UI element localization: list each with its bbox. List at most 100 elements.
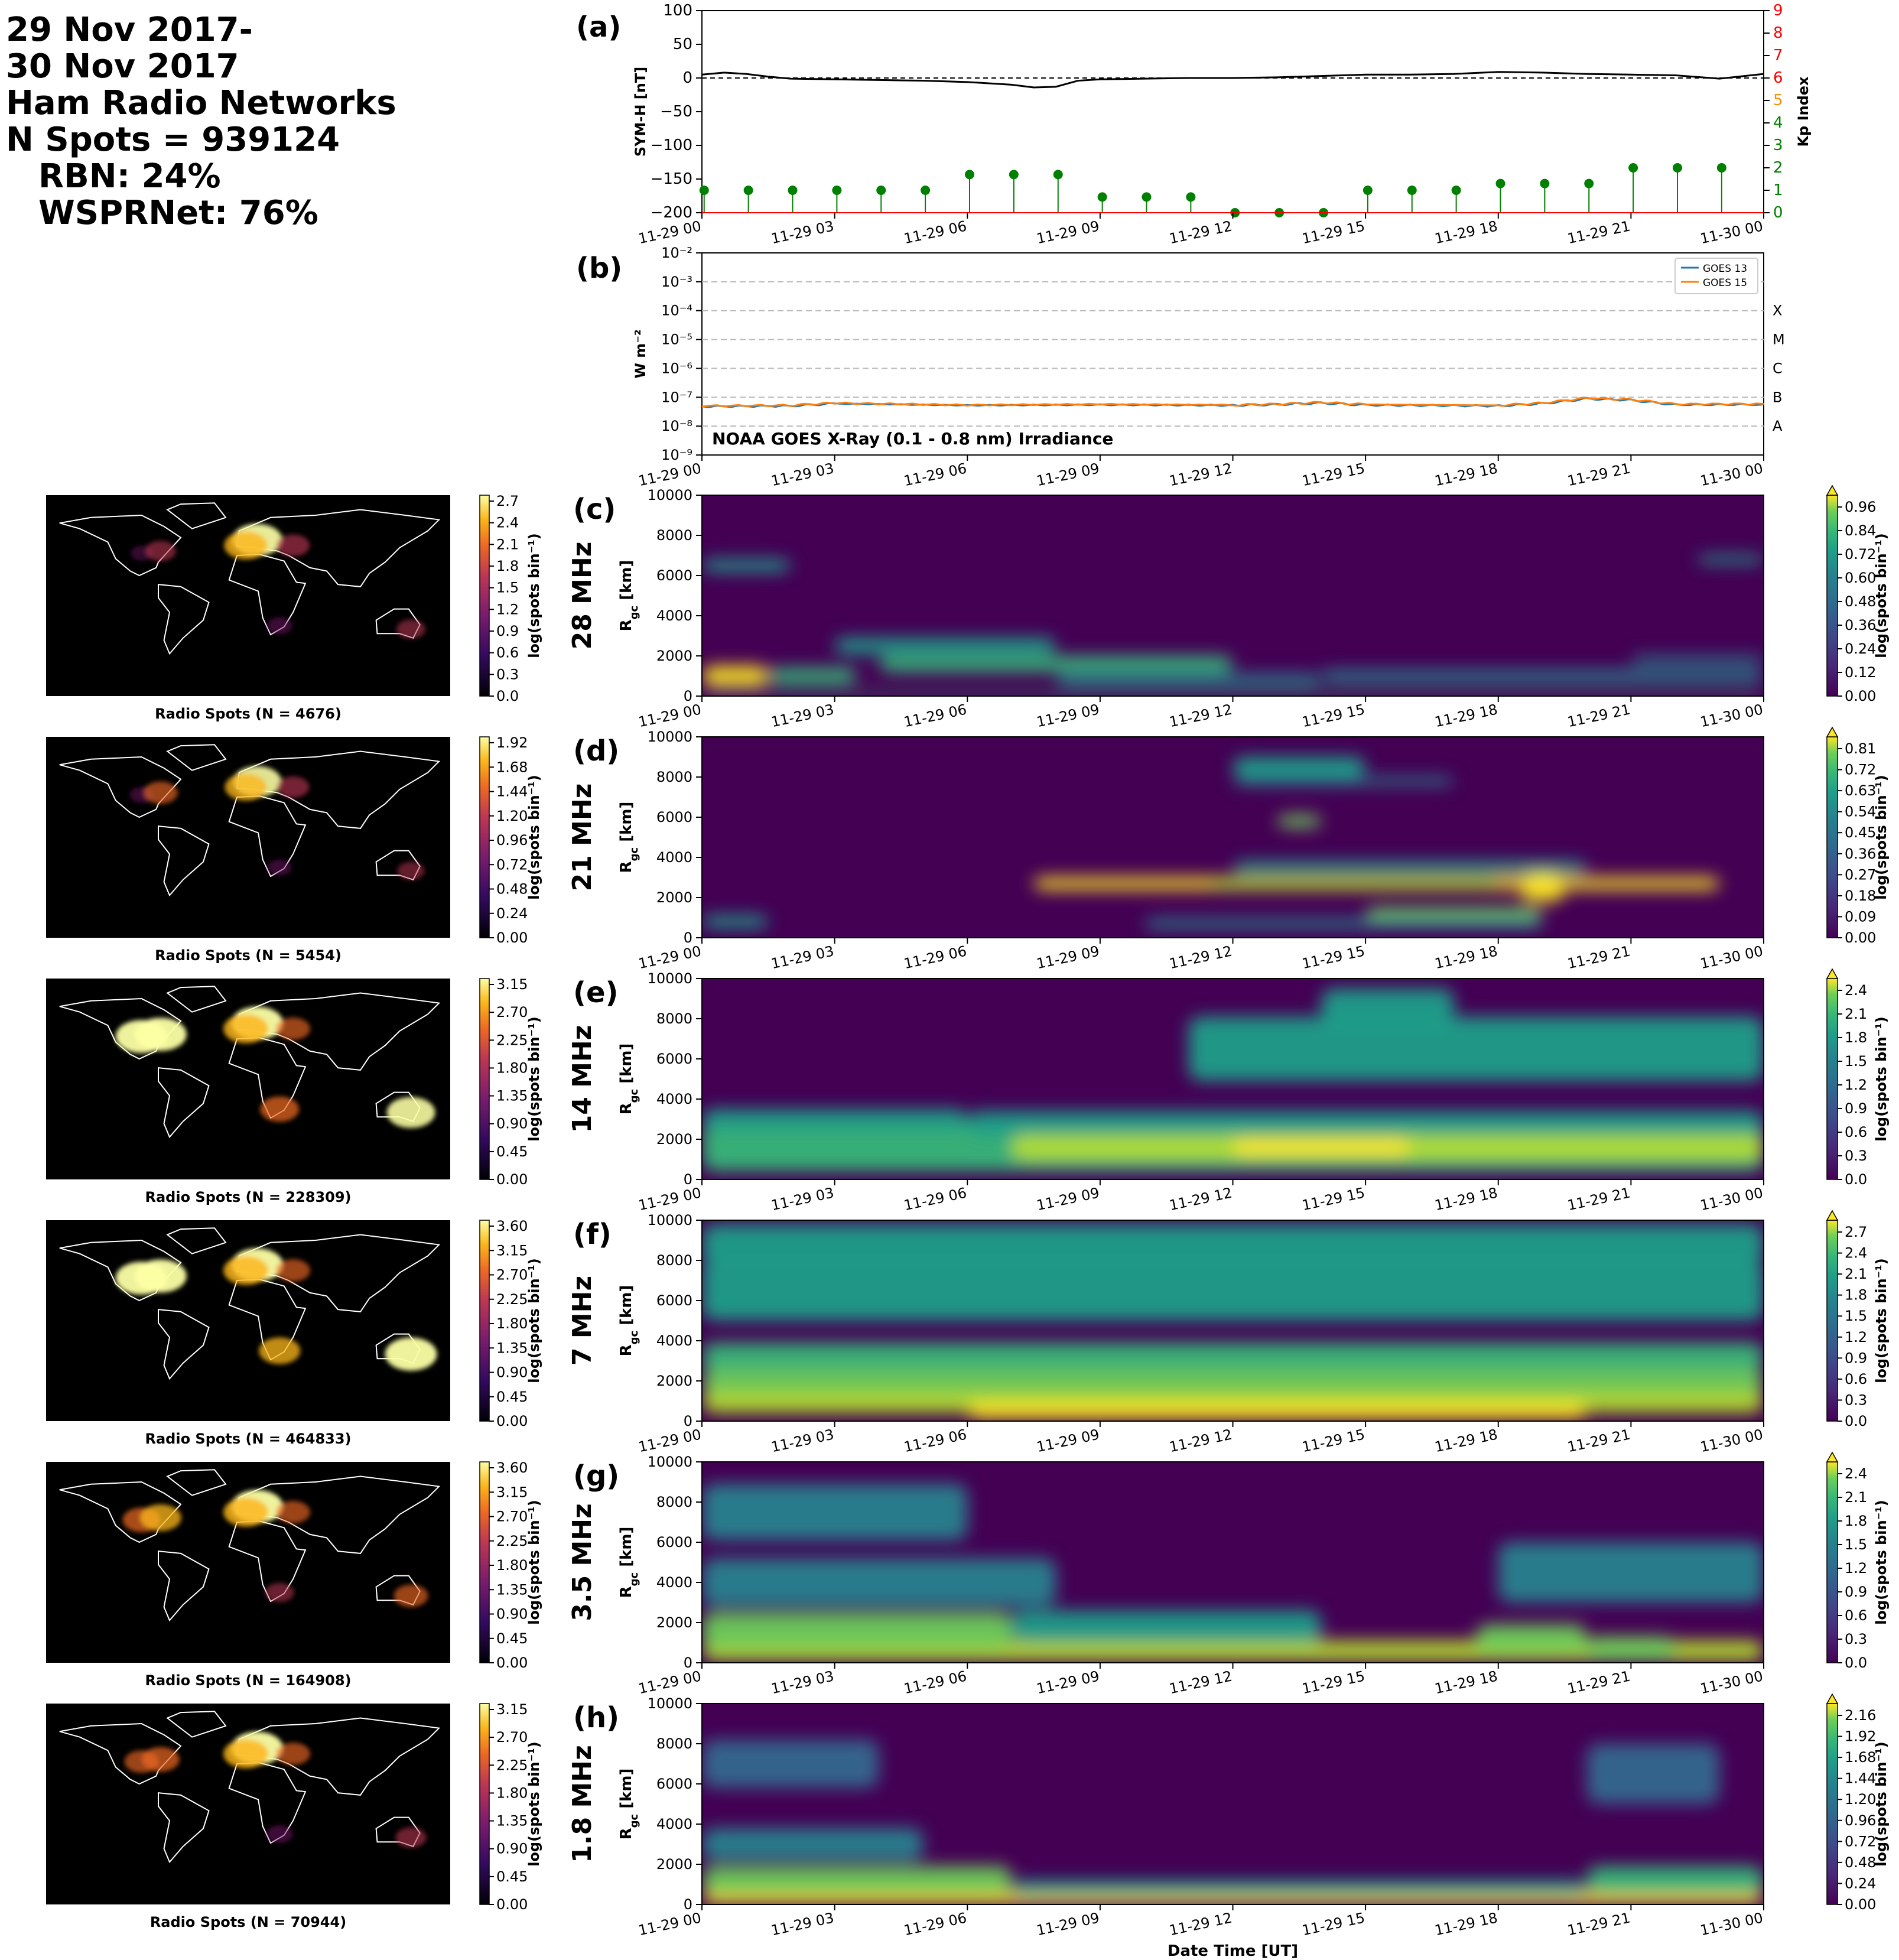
map-colorbar-tick-label: 1.80: [496, 1059, 528, 1076]
x-tick-label: 11-29 18: [1433, 1184, 1499, 1214]
coastline: [166, 1711, 227, 1738]
x-tick-label: 11-29 21: [1566, 1909, 1631, 1939]
coastline: [228, 554, 307, 636]
spot-hotspot: [225, 773, 267, 801]
heatmap-blob: [1586, 1744, 1720, 1804]
heatmap-blob: [702, 1866, 1012, 1894]
x-tick-label: 11-29 06: [902, 942, 968, 972]
spot-hotspot: [223, 1739, 269, 1769]
x-tick-label: 11-29 12: [1168, 460, 1233, 489]
spot-hotspot: [134, 1259, 187, 1293]
colorbar: [1826, 1461, 1838, 1663]
map-colorbar-tick-label: 3.60: [496, 1460, 528, 1476]
kp-marker: [1142, 192, 1152, 202]
colorbar-tick-label: 1.5: [1845, 1308, 1867, 1324]
heatmap-blob: [1144, 918, 1543, 929]
x-tick-label: 11-29 21: [1566, 942, 1631, 972]
coastline: [158, 1551, 210, 1622]
kp-marker: [788, 186, 798, 195]
map-colorbar-tick-label: 1.20: [496, 808, 528, 824]
kp-marker: [1053, 170, 1063, 180]
y-axis-label: Rgc [km]: [617, 560, 640, 632]
map-colorbar-tick-label: 1.35: [496, 1088, 528, 1104]
spot-hotspot: [386, 1097, 435, 1128]
map-colorbar-tick-label: 2.4: [496, 515, 519, 531]
y-tick-label: 10⁻⁶: [661, 360, 692, 376]
colorbar-tick-label: 0.24: [1845, 1875, 1876, 1891]
map-colorbar-tick-label: 2.70: [496, 1267, 528, 1283]
y-tick-label: 2000: [656, 1614, 692, 1631]
x-tick-label: 11-30 00: [1699, 217, 1764, 247]
kp-marker: [1495, 178, 1505, 188]
colorbar-tick-label: 1.8: [1845, 1513, 1867, 1529]
x-tick-label: 11-29 09: [1035, 1426, 1101, 1455]
map-colorbar-tick-label: 1.35: [496, 1340, 528, 1356]
y-tick-label: −100: [651, 136, 692, 154]
map-colorbar-tick-label: 1.92: [496, 734, 528, 751]
colorbar-tick-label: 0.9: [1845, 1584, 1867, 1600]
map-colorbar-label: log(spots bin⁻¹): [526, 1258, 542, 1383]
y-tick-label: −150: [651, 170, 692, 188]
map-colorbar-tick-label: 0.48: [496, 881, 528, 898]
coastline: [228, 795, 307, 877]
spot-hotspot: [397, 862, 425, 880]
colorbar-tick-label: 2.4: [1845, 1465, 1867, 1482]
panel-label: (c): [573, 493, 616, 526]
x-tick-label: 11-29 15: [1300, 942, 1366, 972]
y2-tick-label: 3: [1773, 136, 1783, 154]
heatmap-blob: [967, 1403, 1587, 1419]
x-tick-label: 11-29 09: [1035, 1184, 1101, 1214]
spot-hotspot: [266, 617, 292, 635]
y-tick-label: 6000: [656, 1292, 692, 1309]
colorbar-label: log(spots bin⁻¹): [1873, 1741, 1890, 1867]
map-colorbar-tick-label: 2.7: [496, 493, 519, 509]
spot-hotspot: [277, 776, 310, 798]
y-tick-label: 10⁻⁹: [661, 447, 692, 463]
spot-hotspots: [115, 1006, 435, 1128]
legend: GOES 13 GOES 15: [1674, 258, 1758, 294]
colorbar-extend-arrow: [1826, 1451, 1839, 1462]
map-colorbar-tick-label: 1.44: [496, 784, 528, 800]
colorbar-extend-arrow: [1826, 485, 1839, 496]
kp-marker: [964, 170, 974, 180]
world-map: [46, 1462, 450, 1663]
heatmap-blob: [1012, 1610, 1322, 1643]
colorbar-tick-label: 0.84: [1845, 522, 1876, 539]
colorbar: [1826, 1220, 1838, 1422]
spot-hotspot: [259, 1337, 301, 1364]
map-colorbar-tick-label: 0.00: [496, 1896, 528, 1913]
colorbar-extend-arrow: [1826, 968, 1839, 979]
kp-marker: [1451, 186, 1461, 195]
map-colorbar-tick-label: 0.90: [496, 1364, 528, 1381]
kp-marker: [1097, 192, 1107, 202]
y-tick-label: 4000: [656, 849, 692, 866]
heatmap-blob: [879, 656, 1233, 672]
y-tick-label: 6000: [656, 809, 692, 825]
y-tick-label: 8000: [656, 1494, 692, 1510]
x-tick-label: 11-30 00: [1699, 701, 1764, 730]
heatmap-blob: [967, 1111, 1764, 1136]
map-colorbar-tick-label: 2.25: [496, 1533, 528, 1549]
panel-label: (g): [573, 1460, 619, 1493]
y-tick-label: 10⁻⁵: [661, 331, 692, 348]
spot-hotspot: [394, 1584, 428, 1607]
heatmap-blob: [1631, 656, 1764, 664]
panel-frame: [701, 10, 1764, 213]
colorbar-tick-label: 1.68: [1845, 1749, 1876, 1766]
map-colorbar-tick-label: 0.90: [496, 1841, 528, 1857]
spot-hotspot: [395, 1827, 427, 1848]
x-tick-label: 11-29 18: [1433, 1909, 1499, 1939]
colorbar-tick-label: 0.18: [1845, 888, 1876, 904]
colorbar-tick-label: 0.96: [1845, 1812, 1876, 1829]
map-colorbar-label: log(spots bin⁻¹): [526, 533, 542, 658]
colorbar-tick-label: 1.8: [1845, 1029, 1867, 1046]
kp-marker: [1009, 170, 1019, 180]
spot-hotspot: [276, 534, 310, 557]
y2-tick-label: 1: [1773, 181, 1783, 199]
heatmap-blobs: [702, 1740, 1764, 1904]
panel-title: NOAA GOES X-Ray (0.1 - 0.8 nm) Irradianc…: [712, 429, 1113, 448]
y-tick-label: 4000: [656, 1332, 692, 1349]
x-tick-label: 11-29 21: [1566, 1426, 1631, 1455]
y2-axis-label: Kp Index: [1795, 76, 1812, 147]
x-tick-label: 11-29 06: [902, 1909, 968, 1939]
